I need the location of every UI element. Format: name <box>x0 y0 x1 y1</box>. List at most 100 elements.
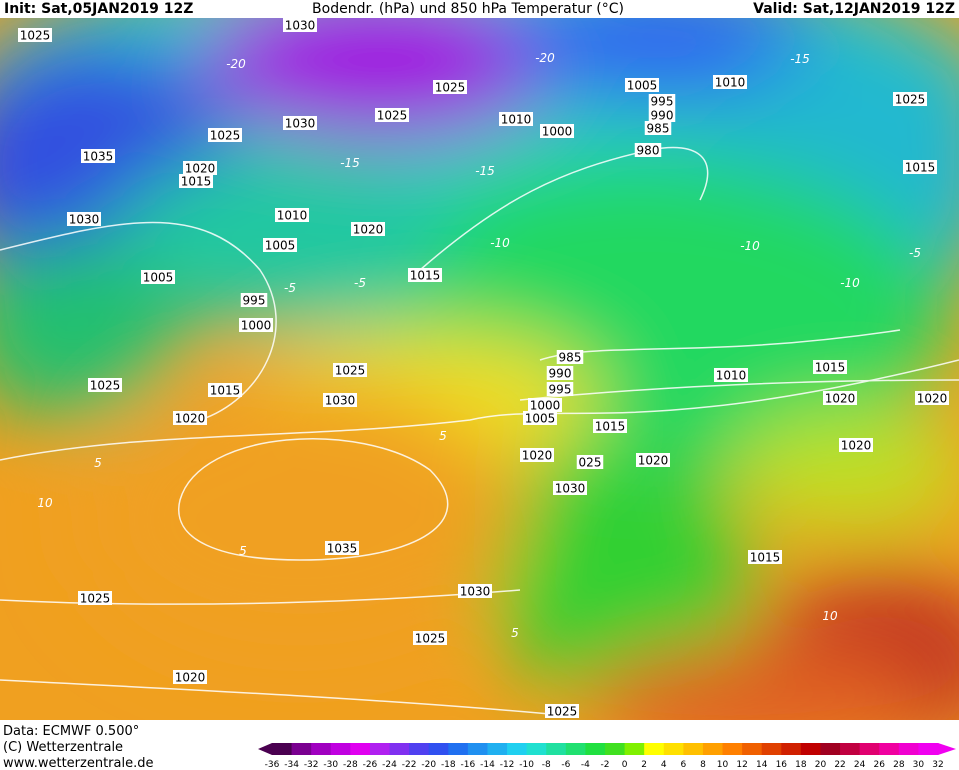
colorbar-label: 18 <box>795 760 807 770</box>
temperature-label: 10 <box>822 609 838 623</box>
colorbar-swatch <box>859 743 880 755</box>
temperature-label: -5 <box>354 276 366 290</box>
colorbar-swatch <box>487 743 508 755</box>
temperature-label: 5 <box>94 456 102 470</box>
isobar-label-box <box>813 360 847 374</box>
isobar-label-box <box>263 238 297 252</box>
isobar-label-box <box>556 350 584 364</box>
isobar-label: 995 <box>243 294 266 308</box>
website: www.wetterzentrale.de <box>3 756 153 770</box>
isobar-label: 1015 <box>181 175 212 189</box>
isobar-label: 985 <box>647 122 670 136</box>
isobar-label: 1025 <box>210 129 241 143</box>
colorbar-swatch <box>879 743 900 755</box>
isobar-label-box <box>78 591 112 605</box>
isobar-label: 1020 <box>825 392 856 406</box>
temperature-label: -20 <box>535 51 555 65</box>
isobar-label: 1030 <box>460 585 491 599</box>
data-source: Data: ECMWF 0.500° <box>3 724 139 739</box>
isobar-label: 1000 <box>530 399 561 413</box>
colorbar-label: -8 <box>542 760 551 770</box>
isobar-label: 1030 <box>325 394 356 408</box>
colorbar-label: 10 <box>717 760 729 770</box>
isobar-label-box <box>375 108 409 122</box>
colorbar-label: -12 <box>500 760 515 770</box>
isobar-label: 1030 <box>285 19 316 33</box>
temperature-label: -15 <box>340 156 360 170</box>
colorbar-start <box>258 743 272 755</box>
colorbar: -36 -34 -32 -30 -28 -26 -24 -22 -20 -18 -16 -14 -12-… <box>258 743 956 770</box>
isobar-label-box <box>351 222 385 236</box>
isobar-label-box <box>283 116 317 130</box>
colorbar-swatch <box>840 743 861 755</box>
isobar-label-box <box>458 584 492 598</box>
colorbar-swatch <box>507 743 528 755</box>
temperature-label: -5 <box>284 281 296 295</box>
isobar-label-box <box>433 80 467 94</box>
isobar-label-box <box>546 382 574 396</box>
colorbar-label: -26 <box>363 760 378 770</box>
colorbar-swatch <box>585 743 606 755</box>
colorbar-label: 30 <box>913 760 925 770</box>
colorbar-label: 2 <box>641 760 647 770</box>
isobar-label: 1020 <box>185 162 216 176</box>
isobar-label-box <box>546 366 574 380</box>
isobar-label-box <box>283 18 317 32</box>
temperature-label: -20 <box>226 57 246 71</box>
colorbar-label: 22 <box>834 760 845 770</box>
isobar-label-box <box>499 112 533 126</box>
isobar-label: 1020 <box>841 439 872 453</box>
temperature-label: -15 <box>790 52 810 66</box>
isobar-label: 1015 <box>595 420 626 434</box>
colorbar-swatch <box>898 743 919 755</box>
colorbar-swatch <box>781 743 802 755</box>
colorbar-label: -22 <box>402 760 417 770</box>
colorbar-swatch <box>330 743 351 755</box>
isobar-label: 1005 <box>627 79 658 93</box>
isobar-label: 1020 <box>353 223 384 237</box>
colorbar-swatch <box>742 743 763 755</box>
isobar-label: 1010 <box>716 369 747 383</box>
colorbar-swatch <box>311 743 332 755</box>
isobar-label-box <box>823 391 857 405</box>
colorbar-label: -4 <box>581 760 590 770</box>
colorbar-swatch <box>272 743 293 755</box>
colorbar-label: 24 <box>854 760 866 770</box>
isobar-label: 1000 <box>241 319 272 333</box>
colorbar-label: -28 <box>343 760 358 770</box>
isobar-label-box <box>323 393 357 407</box>
temperature-label: -5 <box>909 246 921 260</box>
isobar-label-box <box>553 481 587 495</box>
isobar-label: 1020 <box>638 454 669 468</box>
map-title: Bodendr. (hPa) und 850 hPa Temperatur (°… <box>312 1 624 17</box>
isobar-label: 1010 <box>277 209 308 223</box>
colorbar-label: -10 <box>519 760 534 770</box>
isobar-label-box <box>239 318 273 332</box>
temperature-label: -10 <box>740 239 760 253</box>
colorbar-swatch <box>702 743 724 755</box>
isobar-label-box <box>81 149 115 163</box>
isobar-label-box <box>179 174 213 188</box>
isobar-label-box <box>648 94 676 108</box>
temperature-label: 5 <box>511 626 519 640</box>
isobar-label-box <box>545 704 579 718</box>
isobar-label: 1025 <box>415 632 446 646</box>
isobar-label-box <box>520 448 554 462</box>
colorbar-swatch <box>918 743 939 755</box>
colorbar-swatch <box>663 743 684 755</box>
isobar-label: 1015 <box>750 551 781 565</box>
isobar-label: 1035 <box>327 542 358 556</box>
isobar-label: 1010 <box>715 76 746 90</box>
isobar-label: 1015 <box>410 269 441 283</box>
isobar-label-box <box>625 78 659 92</box>
colorbar-label: 14 <box>756 760 768 770</box>
isobar-label: 1025 <box>547 705 578 719</box>
isobar-label: 1030 <box>555 482 586 496</box>
colorbar-label: -6 <box>561 760 570 770</box>
isobar-label: 1025 <box>20 29 51 43</box>
colorbar-label: -20 <box>421 760 436 770</box>
isobar-label-box <box>713 75 747 89</box>
isobar-label: 025 <box>579 456 602 470</box>
isobar-label: 990 <box>549 367 572 381</box>
